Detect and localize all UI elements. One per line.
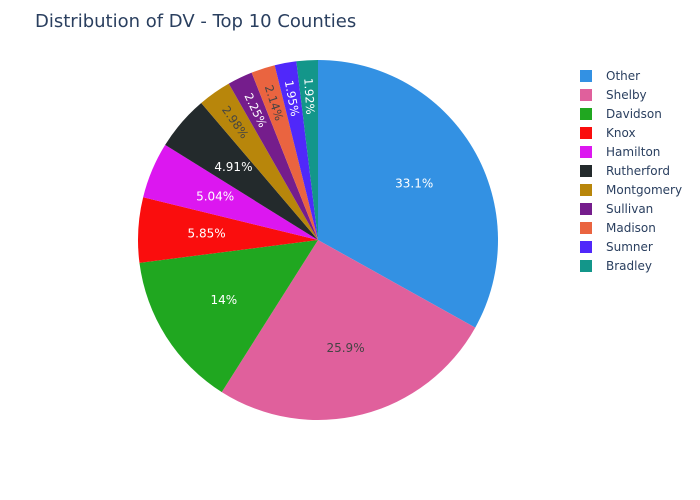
pie-slice-shelby[interactable] <box>221 240 476 421</box>
legend-label: Sumner <box>606 239 653 254</box>
legend-label: Sullivan <box>606 201 654 216</box>
legend-label: Shelby <box>606 87 647 102</box>
legend-label: Davidson <box>606 106 662 121</box>
legend-item-sullivan[interactable]: Sullivan <box>580 199 682 218</box>
slice-label-shelby: 25.9% <box>326 341 364 355</box>
legend-label: Bradley <box>606 258 652 273</box>
legend-item-montgomery[interactable]: Montgomery <box>580 180 682 199</box>
slice-label-knox: 5.85% <box>188 227 226 241</box>
pie-slice-montgomery[interactable] <box>201 83 318 240</box>
legend-item-davidson[interactable]: Davidson <box>580 104 682 123</box>
legend-swatch <box>580 259 592 272</box>
slice-label-bradley: 1.92% <box>301 78 317 115</box>
pie-slice-bradley[interactable] <box>296 60 318 240</box>
slice-label-rutherford: 4.91% <box>214 160 252 174</box>
pie-slice-hamilton[interactable] <box>143 144 318 240</box>
legend-item-sumner[interactable]: Sumner <box>580 237 682 256</box>
slice-label-hamilton: 5.04% <box>196 190 234 204</box>
legend: Other Shelby Davidson Knox Hamilton Rutherfor… <box>580 66 682 275</box>
legend-label: Montgomery <box>606 182 683 197</box>
slice-label-sumner: 1.95% <box>282 79 302 118</box>
legend-swatch <box>580 145 592 158</box>
legend-swatch <box>580 240 592 253</box>
legend-label: Hamilton <box>606 144 661 159</box>
legend-label: Rutherford <box>606 163 670 178</box>
pie-slice-madison[interactable] <box>251 65 318 240</box>
pie-slice-rutherford[interactable] <box>165 103 318 240</box>
legend-swatch <box>580 107 592 120</box>
legend-item-knox[interactable]: Knox <box>580 123 682 142</box>
legend-item-madison[interactable]: Madison <box>580 218 682 237</box>
pie-slice-davidson[interactable] <box>139 240 318 393</box>
legend-swatch <box>580 126 592 139</box>
pie-slice-sumner[interactable] <box>274 61 318 241</box>
legend-label: Other <box>606 68 641 83</box>
pie-slice-knox[interactable] <box>138 197 318 263</box>
pie-slice-sullivan[interactable] <box>228 72 318 241</box>
legend-swatch <box>580 69 592 82</box>
legend-swatch <box>580 183 592 196</box>
legend-item-other[interactable]: Other <box>580 66 682 85</box>
pie-slice-other[interactable] <box>318 60 498 328</box>
legend-swatch <box>580 221 592 234</box>
chart-title: Distribution of DV - Top 10 Counties <box>35 11 357 32</box>
legend-label: Madison <box>606 220 656 235</box>
legend-item-shelby[interactable]: Shelby <box>580 85 682 104</box>
legend-item-hamilton[interactable]: Hamilton <box>580 142 682 161</box>
legend-label: Knox <box>606 125 636 140</box>
legend-swatch <box>580 88 592 101</box>
slice-label-other: 33.1% <box>395 176 433 190</box>
legend-item-bradley[interactable]: Bradley <box>580 256 682 275</box>
legend-swatch <box>580 202 592 215</box>
slice-label-davidson: 14% <box>211 293 238 307</box>
legend-swatch <box>580 164 592 177</box>
legend-item-rutherford[interactable]: Rutherford <box>580 161 682 180</box>
